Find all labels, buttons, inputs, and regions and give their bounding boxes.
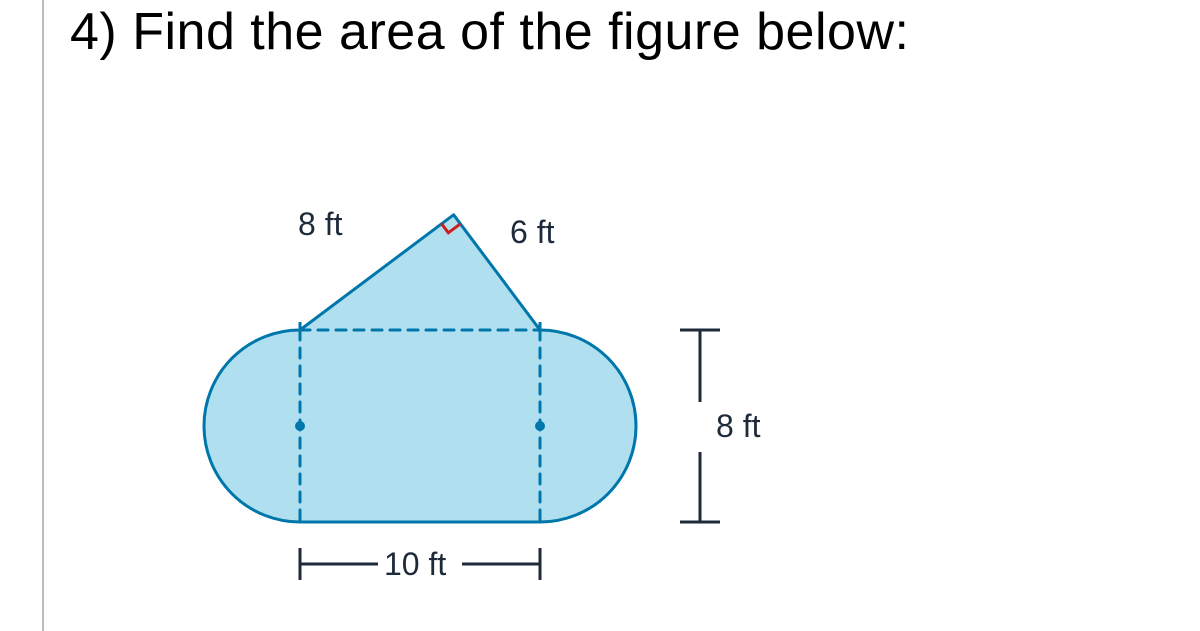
question-title: 4) Find the area of the figure below: bbox=[70, 2, 909, 62]
left-center-dot bbox=[295, 421, 305, 431]
label-right-height: 8 ft bbox=[716, 408, 760, 445]
right-center-dot bbox=[535, 421, 545, 431]
question-text: Find the area of the figure below: bbox=[132, 3, 909, 61]
dim-right-height bbox=[680, 330, 720, 522]
shape-fill bbox=[204, 215, 636, 522]
page-left-rule bbox=[42, 0, 44, 631]
label-rect-width: 10 ft bbox=[384, 546, 446, 583]
label-triangle-right: 6 ft bbox=[510, 214, 554, 251]
question-number: 4) bbox=[70, 3, 117, 61]
worksheet-page: 4) Find the area of the figure below: bbox=[0, 0, 1200, 631]
label-triangle-left: 8 ft bbox=[298, 206, 342, 243]
geometry-figure: 8 ft 6 ft 10 ft 8 ft bbox=[140, 170, 900, 610]
